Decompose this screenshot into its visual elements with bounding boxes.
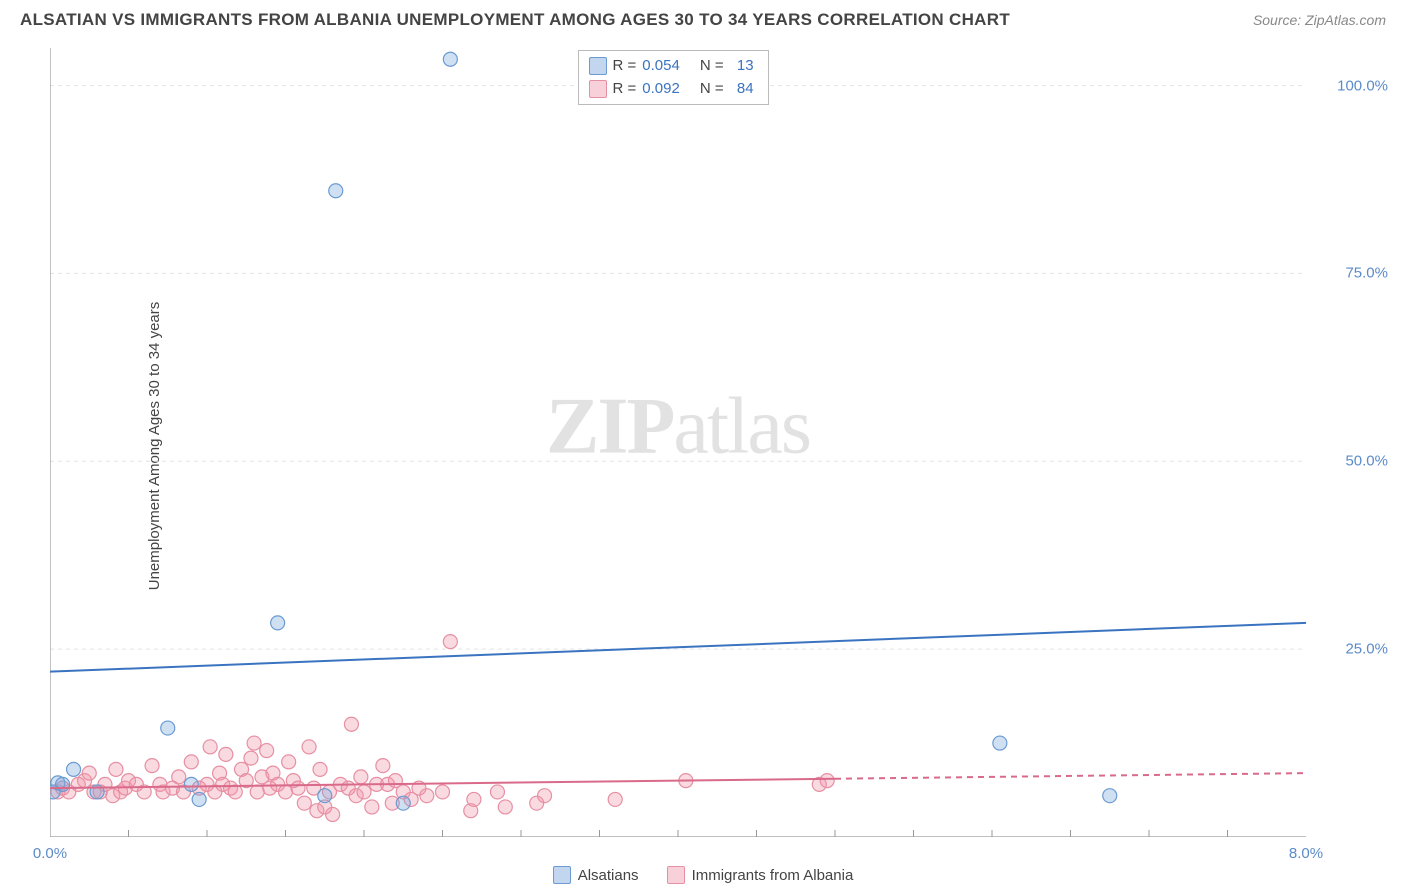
correlation-legend: R =0.054 N =13 R =0.092 N =84 [578, 50, 769, 105]
chart-source: Source: ZipAtlas.com [1253, 12, 1386, 28]
series-legend: Alsatians Immigrants from Albania [0, 866, 1406, 884]
legend-item-immigrants: Immigrants from Albania [667, 866, 854, 884]
chart-header: ALSATIAN VS IMMIGRANTS FROM ALBANIA UNEM… [0, 0, 1406, 35]
legend-swatch-icon [553, 866, 571, 884]
legend-swatch-icon [667, 866, 685, 884]
scatter-plot-svg [50, 48, 1306, 837]
chart-plot-area: ZIPatlas R =0.054 N =13 R =0.092 N =84 [50, 48, 1306, 837]
legend-label: Alsatians [578, 867, 639, 884]
legend-item-alsatians: Alsatians [553, 866, 639, 884]
chart-title: ALSATIAN VS IMMIGRANTS FROM ALBANIA UNEM… [20, 10, 1010, 30]
legend-label: Immigrants from Albania [692, 867, 854, 884]
